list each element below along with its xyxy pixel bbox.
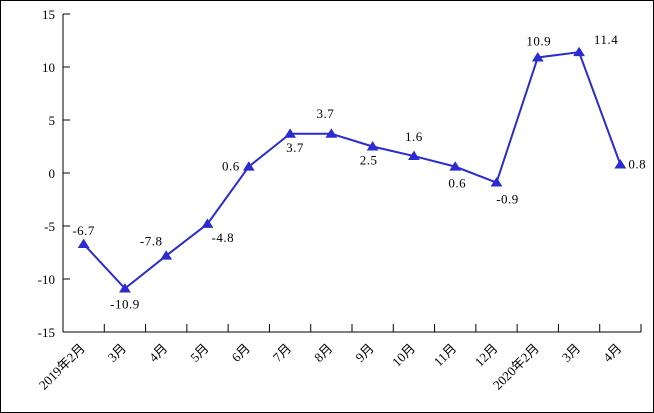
data-point-label: -7.8	[140, 234, 163, 249]
x-tick-label: 8月	[311, 341, 335, 365]
y-tick-label: 10	[42, 60, 55, 75]
data-point-marker	[490, 177, 503, 187]
x-tick-label: 11月	[431, 341, 460, 370]
data-point-label: 3.7	[286, 140, 304, 155]
y-tick-label: -15	[38, 325, 55, 340]
x-tick-label: 7月	[270, 341, 294, 365]
data-point-marker	[573, 46, 585, 57]
data-point-label: 0.6	[448, 176, 466, 191]
data-point-marker	[325, 128, 338, 138]
data-point-label: 0.8	[628, 157, 646, 172]
data-point-marker	[284, 128, 296, 138]
data-point-marker	[408, 150, 420, 161]
x-tick-label: 4月	[600, 341, 624, 365]
x-tick-label: 9月	[352, 341, 376, 365]
data-point-marker	[160, 250, 173, 260]
data-point-label: -6.7	[72, 223, 95, 238]
data-point-marker	[201, 218, 214, 228]
data-point-marker	[77, 238, 90, 249]
x-tick-label: 4月	[146, 341, 170, 365]
data-point-label: -10.9	[110, 297, 140, 312]
x-tick-label: 10月	[389, 341, 418, 370]
data-point-label: -0.9	[496, 192, 519, 207]
data-point-label: 1.6	[405, 129, 423, 144]
data-point-label: 0.6	[222, 159, 240, 174]
y-tick-label: -10	[38, 272, 55, 287]
data-series-line	[82, 51, 622, 290]
data-point-marker	[242, 161, 255, 171]
data-point-label: 3.7	[316, 106, 334, 121]
y-tick-label: -5	[44, 219, 55, 234]
x-tick-label: 3月	[105, 341, 129, 365]
x-tick-label: 3月	[559, 341, 583, 365]
x-tick-label: 6月	[229, 341, 253, 365]
x-tick-label: 12月	[472, 341, 501, 370]
data-point-label: 11.4	[594, 32, 618, 47]
data-point-marker	[531, 52, 544, 62]
y-tick-label: 15	[42, 7, 55, 22]
x-tick-label: 2019年2月	[36, 341, 88, 393]
data-point-marker	[119, 283, 131, 293]
data-point-label: 10.9	[526, 33, 551, 48]
data-point-label: -4.8	[212, 230, 235, 245]
x-tick-label: 5月	[187, 341, 211, 365]
data-point-marker	[366, 141, 379, 151]
data-point-marker	[449, 161, 462, 171]
data-point-label: 2.5	[360, 153, 378, 168]
y-tick-label: 0	[49, 166, 56, 181]
y-tick-label: 5	[49, 113, 56, 128]
data-point-marker	[614, 159, 627, 169]
